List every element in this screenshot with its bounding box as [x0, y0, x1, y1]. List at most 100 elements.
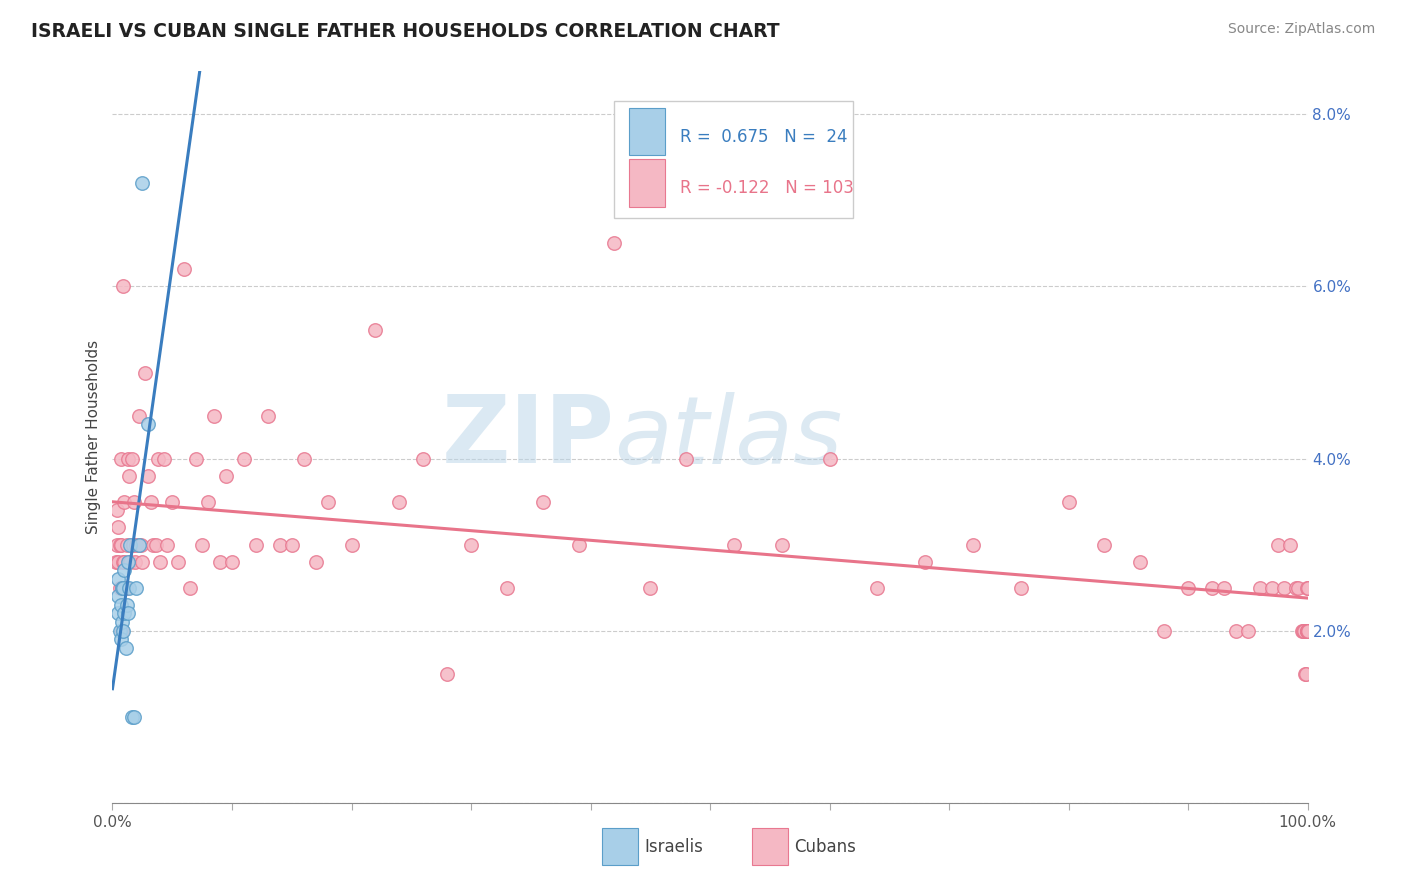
Text: R =  0.675   N =  24: R = 0.675 N = 24	[681, 128, 848, 146]
Point	[436, 666, 458, 681]
Text: Source: ZipAtlas.com: Source: ZipAtlas.com	[1227, 22, 1375, 37]
Point	[221, 555, 243, 569]
Point	[114, 640, 136, 655]
Point	[120, 538, 142, 552]
Point	[108, 624, 131, 638]
Point	[111, 581, 134, 595]
Point	[131, 555, 153, 569]
Point	[1261, 581, 1284, 595]
Point	[531, 494, 554, 508]
Point	[110, 632, 132, 647]
Point	[167, 555, 190, 569]
Point	[1292, 624, 1315, 638]
Point	[640, 581, 662, 595]
Point	[1249, 581, 1271, 595]
Point	[105, 538, 128, 552]
Point	[114, 607, 135, 621]
Point	[1153, 624, 1175, 638]
Point	[770, 538, 793, 552]
Point	[269, 538, 291, 552]
Point	[1296, 624, 1319, 638]
Point	[209, 555, 232, 569]
Point	[675, 451, 697, 466]
Point	[1272, 581, 1295, 595]
Point	[107, 520, 129, 534]
Point	[1285, 581, 1308, 595]
Point	[191, 538, 214, 552]
Point	[108, 538, 131, 552]
Point	[105, 503, 128, 517]
Point	[131, 176, 153, 190]
Point	[1295, 624, 1317, 638]
Point	[257, 409, 280, 423]
Point	[117, 607, 139, 621]
Point	[1291, 624, 1313, 638]
Point	[108, 581, 131, 595]
Point	[1225, 624, 1247, 638]
Point	[1296, 581, 1319, 595]
Point	[139, 494, 162, 508]
Point	[1292, 624, 1315, 638]
Point	[122, 494, 145, 508]
Point	[215, 468, 238, 483]
Point	[603, 236, 626, 251]
Point	[233, 451, 256, 466]
Point	[115, 598, 138, 612]
Point	[107, 572, 129, 586]
Point	[1295, 624, 1317, 638]
Point	[914, 555, 936, 569]
Point	[112, 555, 135, 569]
Point	[305, 555, 328, 569]
Point	[1057, 494, 1080, 508]
FancyBboxPatch shape	[752, 829, 787, 865]
Point	[114, 494, 135, 508]
Point	[105, 555, 128, 569]
Point	[114, 564, 135, 578]
Point	[281, 538, 304, 552]
Point	[1294, 666, 1316, 681]
Point	[118, 468, 141, 483]
Point	[110, 598, 132, 612]
Point	[460, 538, 482, 552]
Point	[202, 409, 225, 423]
Point	[117, 451, 139, 466]
Point	[316, 494, 339, 508]
Point	[412, 451, 434, 466]
Point	[1278, 538, 1301, 552]
FancyBboxPatch shape	[614, 101, 853, 218]
Point	[122, 710, 145, 724]
Point	[1295, 666, 1317, 681]
Point	[125, 538, 148, 552]
Text: R = -0.122   N = 103: R = -0.122 N = 103	[681, 179, 853, 197]
Point	[114, 555, 135, 569]
Point	[866, 581, 889, 595]
Point	[120, 555, 142, 569]
Point	[112, 279, 135, 293]
Point	[156, 538, 179, 552]
Point	[1267, 538, 1289, 552]
Point	[107, 607, 129, 621]
Point	[1296, 581, 1319, 595]
Point	[1237, 624, 1260, 638]
Point	[1094, 538, 1116, 552]
Point	[124, 555, 146, 569]
Point	[197, 494, 219, 508]
FancyBboxPatch shape	[603, 829, 638, 865]
Point	[117, 555, 139, 569]
FancyBboxPatch shape	[628, 159, 665, 207]
Point	[292, 451, 315, 466]
Point	[1296, 624, 1319, 638]
Point	[107, 555, 129, 569]
Point	[107, 589, 129, 603]
Point	[173, 262, 195, 277]
Point	[568, 538, 591, 552]
Point	[121, 451, 143, 466]
Text: Israelis: Israelis	[644, 838, 703, 855]
Point	[110, 451, 132, 466]
Point	[1177, 581, 1199, 595]
Point	[340, 538, 363, 552]
Point	[179, 581, 201, 595]
Point	[118, 581, 141, 595]
Point	[129, 538, 152, 552]
Point	[1286, 581, 1309, 595]
